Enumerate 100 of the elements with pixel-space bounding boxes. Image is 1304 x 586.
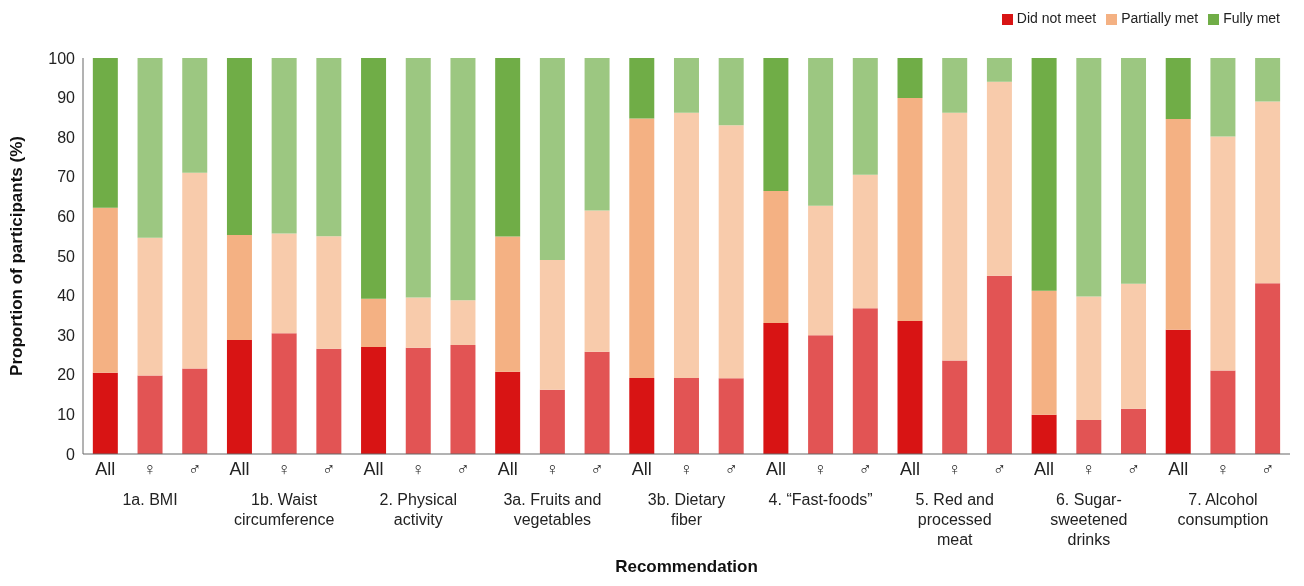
bar <box>539 389 565 454</box>
x-tick-label: ♀ <box>143 458 157 479</box>
bar <box>271 233 297 334</box>
x-tick-label: All <box>497 458 518 479</box>
bar <box>361 298 387 348</box>
bar <box>808 205 834 336</box>
x-tick-label: ♂ <box>188 458 202 479</box>
y-axis-title: Proportion of participants (%) <box>7 136 27 376</box>
bar <box>137 375 163 454</box>
bar <box>852 308 878 454</box>
y-tick-label: 90 <box>57 89 76 107</box>
bar <box>1031 414 1057 454</box>
y-tick-label: 80 <box>57 128 76 146</box>
bar <box>629 118 655 378</box>
bar <box>316 348 342 454</box>
x-tick-label: All <box>1168 458 1189 479</box>
bar <box>182 172 208 369</box>
bar <box>629 58 655 119</box>
x-tick-label: ♂ <box>590 458 604 479</box>
bar <box>137 237 163 376</box>
text: 5. Red and processed meat <box>914 490 995 550</box>
text: 3b. Dietary fiber <box>646 490 727 530</box>
text: 7. Alcohol consumption <box>1176 490 1270 530</box>
x-tick-label: ♀ <box>411 458 426 479</box>
y-tick-label: 0 <box>66 445 76 463</box>
bar <box>942 360 968 454</box>
bar <box>1210 136 1236 371</box>
bar <box>1255 58 1281 102</box>
x-tick-label: ♂ <box>724 458 738 479</box>
text: 4. “Fast-foods” <box>767 490 874 510</box>
bar <box>92 58 118 208</box>
x-tick-label: ♂ <box>858 458 873 479</box>
bar <box>584 210 610 352</box>
bar <box>1121 408 1147 454</box>
text: 2. Physical activity <box>378 490 458 530</box>
bar <box>450 345 476 454</box>
x-tick-label: All <box>229 458 250 479</box>
y-tick-label: 20 <box>57 366 76 384</box>
legend-label: Fully met <box>1223 10 1280 26</box>
bar <box>986 81 1012 276</box>
bar <box>226 235 252 340</box>
bar <box>316 236 342 349</box>
bar <box>1255 283 1281 454</box>
x-tick-label: All <box>765 458 786 479</box>
x-tick-label: ♀ <box>545 458 560 479</box>
bar <box>1121 58 1147 284</box>
bar <box>271 333 297 454</box>
bar <box>271 58 297 234</box>
bar <box>361 58 387 299</box>
bar <box>405 58 431 298</box>
bar <box>897 58 923 98</box>
bar <box>182 368 208 454</box>
bar <box>92 372 118 454</box>
bar <box>1165 118 1191 330</box>
bar <box>673 377 699 454</box>
bar <box>673 58 699 113</box>
y-tick-label: 60 <box>57 208 76 226</box>
y-tick-label: 40 <box>57 287 76 305</box>
y-tick-label: 30 <box>57 326 76 344</box>
bar <box>226 58 252 236</box>
bar <box>808 335 834 454</box>
bar <box>986 275 1012 454</box>
bar <box>1210 58 1236 137</box>
bar <box>897 320 923 454</box>
x-tick-label: All <box>1034 458 1055 479</box>
bar <box>808 58 834 206</box>
bar <box>718 378 744 454</box>
bar <box>495 236 521 372</box>
bar <box>629 377 655 454</box>
x-tick-label: ♀ <box>1216 458 1230 479</box>
bar <box>405 297 431 348</box>
bar <box>316 58 342 237</box>
x-tick-label: ♂ <box>456 458 470 479</box>
text: 1a. BMI <box>121 490 179 510</box>
x-tick-label: ♀ <box>813 458 828 479</box>
bar <box>1076 58 1102 297</box>
bar <box>852 58 878 175</box>
bar <box>763 191 789 323</box>
x-tick-label: All <box>95 458 116 479</box>
bar <box>405 347 431 454</box>
x-tick-label: All <box>363 458 384 479</box>
bar <box>226 339 252 454</box>
bar <box>584 58 610 211</box>
bar <box>718 58 744 126</box>
y-tick-label: 50 <box>57 247 76 265</box>
bar <box>450 58 476 301</box>
bar <box>1076 419 1102 454</box>
x-tick-label: ♂ <box>1260 458 1275 479</box>
text: 1b. Waist circumference <box>232 490 336 530</box>
bar <box>1165 58 1191 119</box>
bar <box>1031 290 1057 415</box>
bar <box>1076 296 1102 420</box>
bar <box>718 125 744 379</box>
y-tick-label: 70 <box>57 168 76 186</box>
bar <box>92 207 118 373</box>
x-tick-label: All <box>631 458 652 479</box>
bar <box>897 98 923 321</box>
bar <box>942 112 968 361</box>
bar <box>539 58 565 260</box>
bar <box>1031 58 1057 291</box>
